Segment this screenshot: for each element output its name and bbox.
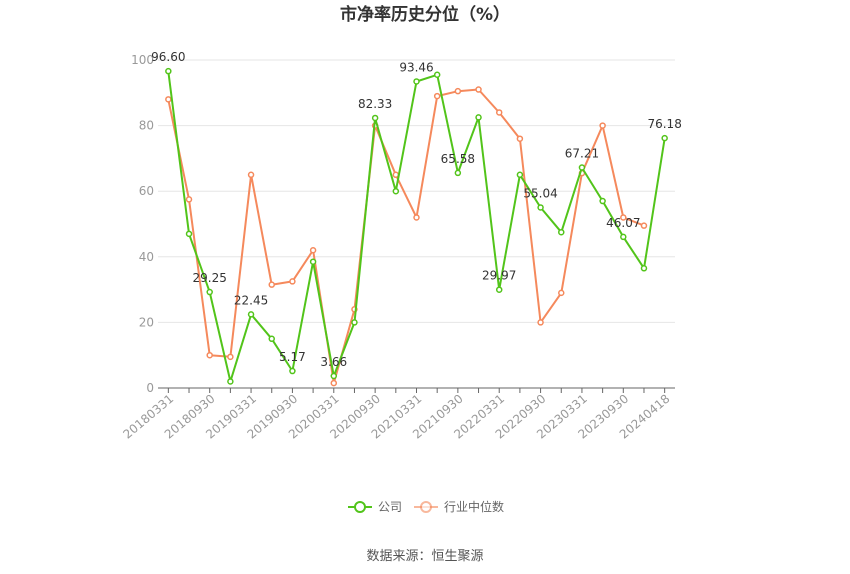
data-label: 67.21 [565, 147, 599, 161]
industry-point [475, 86, 482, 93]
industry-point [495, 109, 503, 116]
company-point [578, 164, 586, 171]
data-label: 29.25 [193, 271, 227, 285]
data-label: 55.04 [523, 186, 557, 200]
company-point [640, 265, 648, 272]
industry-point [227, 353, 234, 361]
data-label: 3.66 [320, 355, 347, 369]
industry-point [558, 289, 565, 297]
company-line [167, 71, 666, 383]
y-tick-label: 100 [131, 53, 154, 67]
y-tick-label: 60 [139, 184, 154, 198]
axes: 0204060801002018033120180930201903312019… [120, 53, 675, 442]
industry-point [413, 214, 420, 221]
company-point [309, 258, 317, 265]
industry-point [165, 96, 172, 103]
grid-lines [158, 59, 675, 323]
company-point [289, 367, 296, 375]
legend-item-industry[interactable]: 行业中位数 [414, 499, 504, 514]
company-point [454, 169, 462, 177]
legend-label: 行业中位数 [444, 499, 504, 514]
industry-point [206, 351, 213, 359]
industry-median-line [167, 88, 645, 385]
company-point [247, 311, 255, 318]
data-label: 76.18 [647, 117, 681, 131]
data-label: 22.45 [234, 293, 268, 307]
company-point [206, 288, 213, 296]
company-point [392, 187, 400, 195]
industry-point [537, 319, 544, 326]
company-point [661, 134, 668, 142]
company-point [558, 228, 565, 236]
company-point [227, 378, 234, 385]
company-point [433, 71, 441, 79]
company-point [537, 204, 544, 211]
data-label: 65.58 [441, 152, 475, 166]
data-label: 46.07 [606, 216, 640, 230]
industry-point [454, 87, 462, 95]
company-point [165, 67, 172, 75]
chart-title: 市净率历史分位（%） [340, 4, 510, 25]
legend[interactable]: 公司 行业中位数 [348, 499, 504, 514]
company-point [268, 335, 275, 343]
legend-item-company[interactable]: 公司 [348, 500, 402, 514]
company-point [351, 319, 358, 326]
company-point [330, 372, 338, 380]
industry-point [185, 196, 193, 203]
y-tick-label: 80 [139, 119, 154, 133]
data-label: 96.60 [151, 50, 185, 64]
data-label: 82.33 [358, 97, 392, 111]
data-label: 29.97 [482, 269, 516, 283]
industry-point [620, 214, 627, 221]
data-label: 93.46 [399, 60, 433, 74]
company-point [475, 114, 482, 121]
industry-point [309, 246, 317, 254]
y-tick-label: 20 [139, 315, 154, 329]
y-tick-label: 40 [139, 250, 154, 264]
industry-point [330, 379, 338, 387]
industry-point [433, 92, 441, 100]
series-group [165, 67, 668, 387]
company-point [413, 78, 420, 85]
company-point [371, 114, 379, 122]
company-point [516, 171, 524, 179]
data-label: 5.17 [279, 350, 306, 364]
industry-point [516, 135, 524, 142]
industry-point [289, 278, 296, 285]
company-point [495, 286, 503, 293]
data-labels: 96.60 29.25 22.45 5.17 3.66 82.33 93.46 65.58 29… [151, 50, 682, 369]
company-point [185, 230, 193, 238]
industry-point [640, 222, 648, 229]
legend-label: 公司 [378, 500, 402, 514]
industry-point [599, 122, 606, 129]
company-point [620, 233, 627, 241]
source-text: 数据来源：恒生聚源 [366, 549, 483, 564]
industry-point [247, 171, 255, 179]
y-tick-label: 0 [146, 381, 154, 395]
industry-point [268, 281, 275, 288]
legend-marker [354, 501, 366, 513]
legend-marker [420, 501, 432, 513]
company-point [599, 197, 606, 205]
